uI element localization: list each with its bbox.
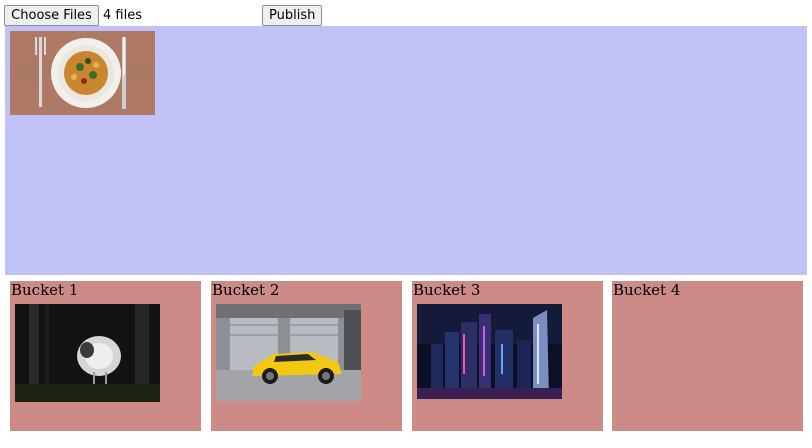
sheep-in-dark-thumbnail[interactable]: [15, 304, 160, 402]
pasta-plate-thumbnail[interactable]: [10, 31, 155, 115]
city-skyline-night-thumbnail[interactable]: [417, 304, 562, 399]
bucket-1[interactable]: Bucket 1: [10, 281, 201, 431]
city-skyline-night-image: [417, 304, 562, 399]
file-count-label: 4 files: [103, 8, 142, 23]
bucket-3[interactable]: Bucket 3: [412, 281, 603, 431]
bucket-row: Bucket 1 Bucket 2: [0, 281, 812, 431]
pasta-plate-image: [10, 31, 155, 115]
bucket-2-label: Bucket 2: [212, 281, 280, 299]
choose-files-button[interactable]: Choose Files: [4, 5, 99, 26]
pending-images-dropzone[interactable]: [5, 26, 807, 275]
bucket-4-label: Bucket 4: [613, 281, 681, 299]
publish-button[interactable]: Publish: [262, 5, 322, 26]
yellow-sports-car-image: [216, 304, 361, 401]
bucket-4[interactable]: Bucket 4: [612, 281, 803, 431]
bucket-1-label: Bucket 1: [11, 281, 79, 299]
bucket-3-label: Bucket 3: [413, 281, 481, 299]
sheep-in-dark-image: [15, 304, 160, 402]
bucket-2[interactable]: Bucket 2: [211, 281, 402, 431]
yellow-sports-car-thumbnail[interactable]: [216, 304, 361, 401]
upload-toolbar: Choose Files 4 files Publish: [4, 4, 804, 26]
